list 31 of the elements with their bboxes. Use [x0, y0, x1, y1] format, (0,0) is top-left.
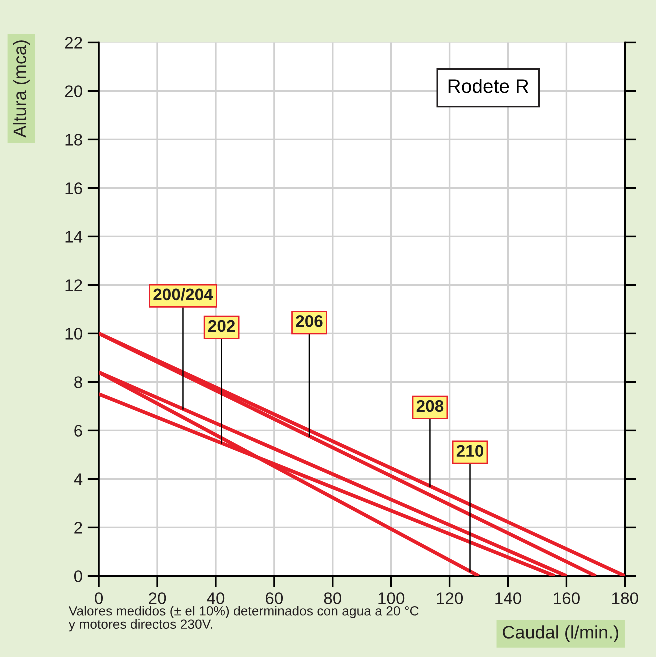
- x-tick-label: 20: [149, 592, 166, 604]
- y-tick-label: 12: [66, 280, 82, 292]
- x-tick-label: 160: [554, 592, 580, 604]
- y-tick-label: 22: [65, 37, 82, 49]
- y-tick-label: 6: [74, 425, 82, 437]
- x-axis-title: Caudal (l/min.): [503, 626, 618, 642]
- annotation: Rodete R: [448, 78, 529, 94]
- x-tick-label: 180: [612, 592, 638, 604]
- y-tick-label: 4: [74, 474, 83, 486]
- y-tick-label: 2: [74, 522, 82, 534]
- x-tick-label: 120: [437, 592, 464, 604]
- y-tick-label: 10: [66, 328, 82, 340]
- y-tick-label: 14: [66, 231, 83, 243]
- text: 202: [208, 320, 236, 332]
- x-tick-label: 80: [324, 592, 342, 604]
- y-tick-label: 20: [65, 86, 82, 98]
- text: 210: [456, 445, 484, 457]
- y-tick-label: 16: [66, 182, 82, 194]
- text: 206: [296, 315, 323, 328]
- x-tick-label: 60: [266, 592, 284, 604]
- x-tick-label: 0: [95, 592, 104, 604]
- y-axis-title: Altura (mca): [13, 40, 30, 138]
- text: Valores medidos (± el 10%) determinados con agua a 20 °C y motores directos 230V.: [68, 606, 419, 632]
- y-tick-label: 0: [74, 570, 82, 582]
- y-tick-label: 8: [74, 376, 82, 388]
- text: 208: [416, 400, 444, 412]
- text: 200/204: [154, 288, 214, 301]
- x-tick-label: 140: [496, 592, 522, 604]
- x-tick-label: 40: [207, 592, 225, 604]
- y-tick-label: 18: [66, 134, 82, 146]
- x-tick-label: 100: [378, 592, 405, 604]
